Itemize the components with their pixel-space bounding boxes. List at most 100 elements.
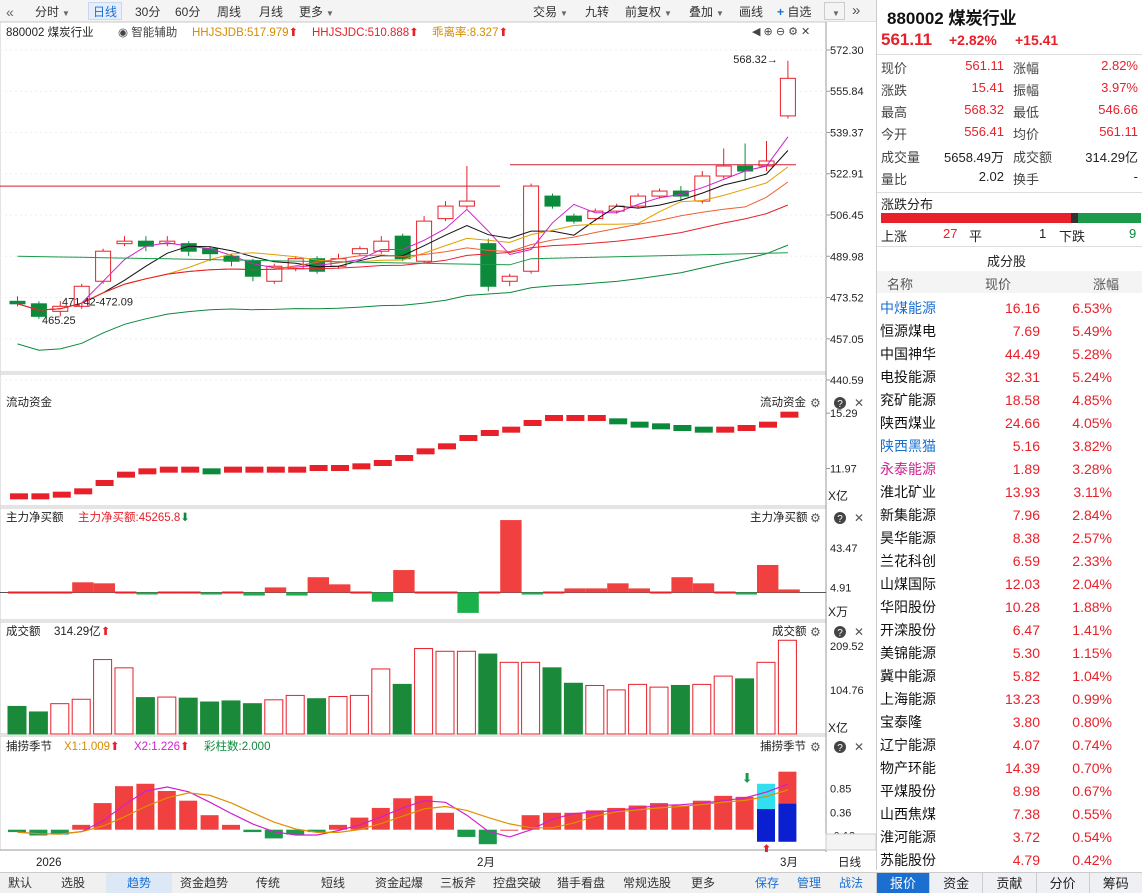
watchlist-dropdown[interactable]: ▼: [824, 2, 845, 20]
tab-monthly[interactable]: 月线: [259, 5, 284, 19]
constituent-row[interactable]: 华阳股份 10.28 1.88%: [880, 595, 1112, 618]
close-icon[interactable]: ✕: [854, 625, 864, 639]
stock-price: 18.58: [1004, 391, 1040, 408]
volume-bar: [713, 675, 733, 735]
tab-timeshare[interactable]: 分时 ▼: [35, 5, 70, 19]
volume-bar: [93, 659, 113, 735]
zoom-in-icon[interactable]: ⊕: [763, 26, 773, 38]
constituent-row[interactable]: 陕西煤业 24.66 4.05%: [880, 411, 1112, 434]
action-button[interactable]: 战法: [838, 876, 863, 890]
strategy-tab[interactable]: 传统: [255, 876, 280, 890]
period-toolbar: « 分时 ▼ 日线 30分 60分 周线 月线 更多 ▼ 交易 ▼ 九转 前复权 ▼ 叠…: [0, 0, 876, 22]
close-icon[interactable]: ✕: [854, 511, 864, 525]
y-tick-label: 539.37: [830, 128, 864, 140]
constituent-row[interactable]: 辽宁能源 4.07 0.74%: [880, 733, 1112, 756]
constituent-row[interactable]: 苏能股份 4.79 0.42%: [880, 848, 1112, 871]
strategy-tab[interactable]: 选股: [60, 876, 85, 890]
trade-menu[interactable]: 交易 ▼: [533, 5, 568, 19]
zoom-out-icon[interactable]: ⊖: [775, 26, 786, 38]
period-label[interactable]: 日线: [838, 857, 861, 869]
close-icon[interactable]: ✕: [854, 740, 864, 754]
stock-price: 3.72: [1012, 828, 1040, 845]
constituent-row[interactable]: 恒源煤电 7.69 5.49%: [880, 319, 1112, 342]
strategy-tab[interactable]: 资金起爆: [374, 876, 423, 890]
constituent-row[interactable]: 兖矿能源 18.58 4.85%: [880, 388, 1112, 411]
constituent-row[interactable]: 冀中能源 5.82 1.04%: [880, 664, 1112, 687]
constituent-row[interactable]: 电投能源 32.31 5.24%: [880, 365, 1112, 388]
constituent-row[interactable]: 宝泰隆 3.80 0.80%: [880, 710, 1112, 733]
help-icon[interactable]: ?: [837, 628, 843, 639]
help-icon[interactable]: ?: [837, 514, 843, 525]
constituent-row[interactable]: 上海能源 13.23 0.99%: [880, 687, 1112, 710]
constituent-row[interactable]: 陕西黑猫 5.16 3.82%: [880, 434, 1112, 457]
liquidity-bar: [759, 421, 777, 428]
tab-daily[interactable]: 日线: [88, 2, 123, 20]
strategy-tab[interactable]: 资金趋势: [179, 876, 228, 890]
tab-weekly[interactable]: 周线: [217, 5, 242, 19]
constituent-row[interactable]: 永泰能源 1.89 3.28%: [880, 457, 1112, 480]
add-watchlist-button[interactable]: + 自选: [777, 5, 812, 19]
quote-tab[interactable]: 资金: [929, 873, 983, 893]
settings-icon[interactable]: ⚙: [810, 396, 821, 410]
constituent-row[interactable]: 中国神华 44.49 5.28%: [880, 342, 1112, 365]
constituent-row[interactable]: 兰花科创 6.59 2.33%: [880, 549, 1112, 572]
kline-chart-area[interactable]: 572.30 555.84 539.37 522.91 506.45 489.98 473.…: [0, 22, 876, 869]
constituent-row[interactable]: 山煤国际 12.03 2.04%: [880, 572, 1112, 595]
strategy-tab[interactable]: 趋势: [106, 873, 172, 893]
strategy-tab[interactable]: 猎手看盘: [556, 876, 605, 890]
header-price[interactable]: 现价: [985, 277, 1012, 292]
settings-icon[interactable]: ⚙: [810, 511, 821, 525]
draw-button[interactable]: 画线: [739, 5, 764, 19]
constituent-row[interactable]: 淮河能源 3.72 0.54%: [880, 825, 1112, 848]
constituent-row[interactable]: 淮北矿业 13.93 3.11%: [880, 480, 1112, 503]
season-bar: [414, 795, 433, 830]
settings-icon[interactable]: ⚙: [810, 625, 821, 639]
tab-more[interactable]: 更多 ▼: [299, 5, 334, 19]
adjust-menu[interactable]: 前复权 ▼: [625, 5, 672, 19]
header-pct[interactable]: 涨幅: [1093, 277, 1120, 292]
constituent-row[interactable]: 美锦能源 5.30 1.15%: [880, 641, 1112, 664]
constituent-row[interactable]: 平煤股份 8.98 0.67%: [880, 779, 1112, 802]
constituent-row[interactable]: 中煤能源 16.16 6.53%: [880, 296, 1112, 319]
strategy-tab[interactable]: 三板斧: [439, 876, 476, 890]
settings-icon[interactable]: ⚙: [810, 740, 821, 754]
help-icon[interactable]: ?: [837, 399, 843, 410]
action-button[interactable]: 保存: [754, 876, 779, 890]
quote-tab[interactable]: 筹码: [1088, 873, 1142, 893]
strategy-tab[interactable]: 控盘突破: [492, 876, 541, 890]
nine-turn-button[interactable]: 九转: [585, 5, 610, 19]
constituent-row[interactable]: 物产环能 14.39 0.70%: [880, 756, 1112, 779]
chart-code-name: 880002 煤炭行业: [6, 27, 94, 39]
quote-tab[interactable]: 分价: [1035, 873, 1089, 893]
net-bar: [157, 591, 180, 594]
stock-pct: 0.42%: [1072, 851, 1112, 868]
liquidity-bar: [288, 466, 307, 473]
x2-line: [17, 783, 789, 838]
tab-60min[interactable]: 60分: [175, 5, 201, 19]
tab-30min[interactable]: 30分: [135, 5, 161, 19]
quote-tab[interactable]: 贡献: [982, 873, 1036, 893]
close-icon[interactable]: ✕: [854, 396, 864, 410]
strategy-tab[interactable]: 常规选股: [622, 876, 671, 890]
constituent-row[interactable]: 昊华能源 8.38 2.57%: [880, 526, 1112, 549]
constituent-row[interactable]: 山西焦煤 7.38 0.55%: [880, 802, 1112, 825]
smart-assist-toggle[interactable]: ◉ 智能辅助: [118, 27, 178, 39]
strategy-tab[interactable]: 默认: [7, 876, 32, 890]
constituent-row[interactable]: 新集能源 7.96 2.84%: [880, 503, 1112, 526]
double-left-icon[interactable]: «: [6, 4, 14, 20]
quote-tab[interactable]: 报价: [876, 873, 929, 893]
volume-bar: [71, 698, 91, 735]
strategy-tab[interactable]: 短线: [320, 876, 345, 890]
settings-icon[interactable]: ⚙: [788, 26, 798, 38]
overlay-menu[interactable]: 叠加 ▼: [689, 5, 724, 19]
action-button[interactable]: 管理: [796, 876, 821, 890]
constituent-row[interactable]: 开滦股份 6.47 1.41%: [880, 618, 1112, 641]
strategy-tab[interactable]: 更多: [690, 876, 715, 890]
prev-icon[interactable]: ◀: [752, 26, 761, 38]
header-name[interactable]: 名称: [887, 277, 914, 292]
double-right-icon[interactable]: »: [852, 2, 861, 19]
candle: [544, 195, 561, 207]
close-icon[interactable]: ✕: [801, 26, 811, 38]
stock-pct: 0.55%: [1072, 805, 1112, 822]
help-icon[interactable]: ?: [837, 743, 843, 754]
